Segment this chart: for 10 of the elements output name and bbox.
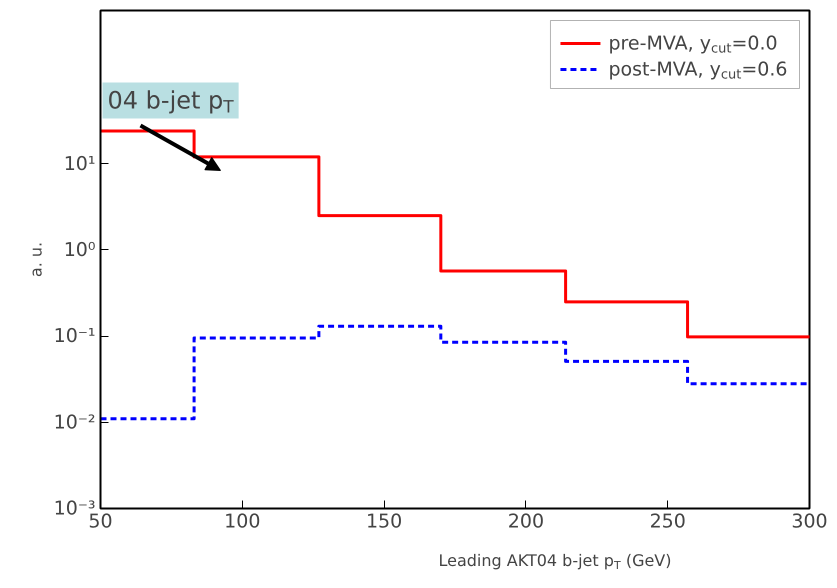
y-tick-label: 10⁻² xyxy=(54,411,96,434)
y-axis-title: a. u. xyxy=(26,242,46,278)
x-tick-label: 250 xyxy=(650,510,686,532)
y-tick-label: 10⁻¹ xyxy=(54,325,96,348)
x-tick-label: 200 xyxy=(508,510,544,532)
x-tick-label: 300 xyxy=(791,510,828,532)
x-tick-label: 100 xyxy=(224,510,260,532)
y-tick-label: 10⁰ xyxy=(64,238,96,261)
y-tick-label: 10¹ xyxy=(64,152,96,175)
x-tick-label: 150 xyxy=(366,510,402,532)
